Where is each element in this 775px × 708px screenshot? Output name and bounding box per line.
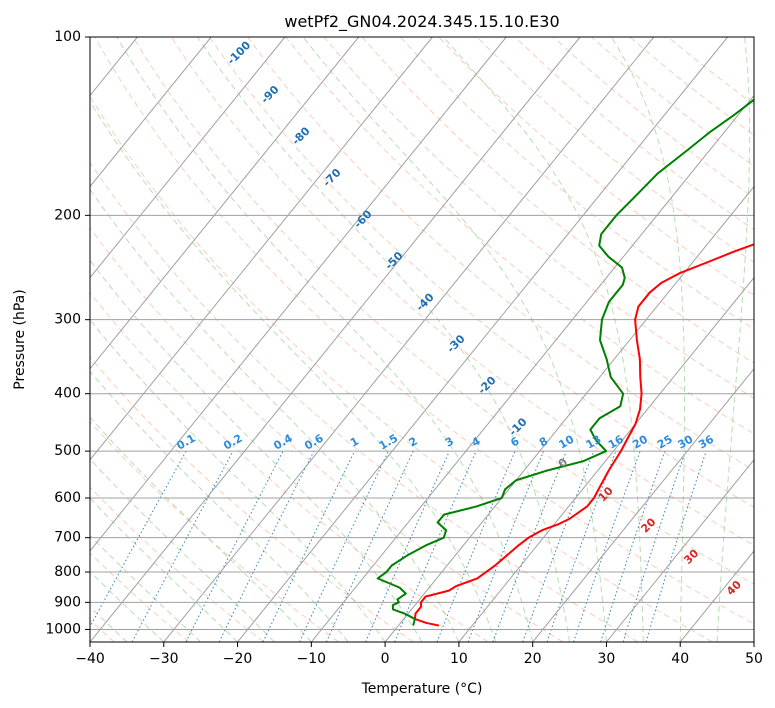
mixing-ratio-line	[645, 450, 707, 642]
mixing-ratio-line	[325, 450, 414, 642]
y-tick-label: 900	[54, 594, 81, 610]
isotherm-line	[310, 94, 754, 642]
isotherm-line	[90, 37, 212, 188]
y-tick-label: 300	[54, 312, 81, 328]
mixing-ratio-line	[600, 450, 666, 642]
dry-adiabat-line	[400, 37, 754, 330]
dry-adiabat-line	[94, 37, 754, 625]
moist-adiabat-line	[90, 100, 497, 642]
y-tick-label: 100	[54, 29, 81, 45]
dry-adiabat-line	[90, 95, 713, 642]
dry-adiabat-line	[361, 37, 754, 364]
dry-adiabat-line	[209, 37, 754, 508]
x-axis-label: Temperature (°C)	[361, 681, 483, 697]
plot-frame	[89, 36, 755, 643]
y-tick-label: 200	[54, 207, 81, 223]
axis-ticks: −40 −30 −20 −10 0 10 20 30 40 50 100 200 300 400 500 60…	[45, 29, 763, 667]
dry-adiabat-line	[90, 486, 265, 642]
isotherm-line	[90, 37, 286, 279]
dry-adiabat-line	[285, 37, 754, 435]
dry-adiabat-line	[90, 161, 639, 642]
x-tick-label: −30	[149, 651, 179, 667]
y-tick-label: 700	[54, 530, 81, 546]
dry-adiabat-line	[591, 37, 754, 167]
x-tick-label: −20	[223, 651, 253, 667]
profile-lines	[376, 98, 754, 627]
dry-adiabat-line	[170, 37, 754, 546]
dry-adiabat-line	[90, 226, 564, 642]
x-tick-label: 20	[524, 651, 542, 667]
isotherm-line	[532, 367, 754, 642]
grid-lines	[90, 37, 754, 642]
moist-adiabat-line	[610, 37, 686, 642]
x-tick-label: 10	[450, 651, 468, 667]
isotherm-line	[163, 37, 655, 642]
mixing-ratio-line	[262, 450, 356, 642]
mixing-ratio-line	[573, 450, 641, 642]
y-tick-label: 500	[54, 443, 81, 459]
moist-adiabat-line	[197, 37, 571, 642]
isotherm-line	[90, 37, 360, 370]
x-tick-label: 0	[381, 651, 390, 667]
dry-adiabat-line	[438, 37, 754, 296]
isotherm-line	[90, 37, 433, 461]
x-tick-label: −10	[297, 651, 327, 667]
mixing-ratio-line	[622, 450, 686, 642]
mixing-ratio-line	[218, 450, 315, 642]
moist-adiabat-line	[90, 534, 202, 642]
isotherm-line	[384, 185, 754, 642]
x-tick-label: 50	[745, 651, 763, 667]
x-tick-label: 40	[671, 651, 689, 667]
moist-adiabat-line	[442, 37, 644, 642]
moist-adiabat-line	[90, 259, 423, 642]
moist-adiabat-line	[90, 570, 165, 642]
moist-adiabat-line	[90, 458, 275, 642]
mixing-ratio-line	[394, 450, 477, 642]
mixing-ratio-line	[90, 450, 187, 628]
moist-adiabat-line	[90, 497, 238, 642]
isotherm-line	[90, 37, 507, 552]
mixing-ratio-line	[299, 450, 389, 642]
dry-adiabat-line	[90, 291, 489, 642]
chart-title: wetPf2_GN04.2024.345.15.10.E30	[284, 12, 559, 32]
isotherm-line	[90, 37, 581, 642]
moist-adiabat-line	[90, 370, 349, 642]
y-axis-label: Pressure (hPa)	[12, 289, 28, 389]
isotherm-line	[458, 276, 754, 642]
mixing-ratio-line	[546, 450, 617, 642]
y-tick-label: 800	[54, 564, 81, 580]
moist-adiabat-line	[716, 37, 751, 642]
moist-adiabat-line	[116, 37, 534, 642]
x-tick-label: 30	[598, 651, 616, 667]
y-tick-label: 1000	[45, 621, 81, 637]
y-tick-label: 400	[54, 386, 81, 402]
x-tick-label: −40	[75, 651, 105, 667]
isotherm-line	[237, 37, 728, 642]
temperature-profile-line	[413, 243, 754, 627]
y-tick-label: 600	[54, 490, 81, 506]
isotherm-line	[606, 459, 754, 642]
dewpoint-profile-line	[376, 98, 754, 626]
moist-adiabat-line	[90, 319, 386, 642]
moist-adiabat-line	[302, 37, 607, 642]
